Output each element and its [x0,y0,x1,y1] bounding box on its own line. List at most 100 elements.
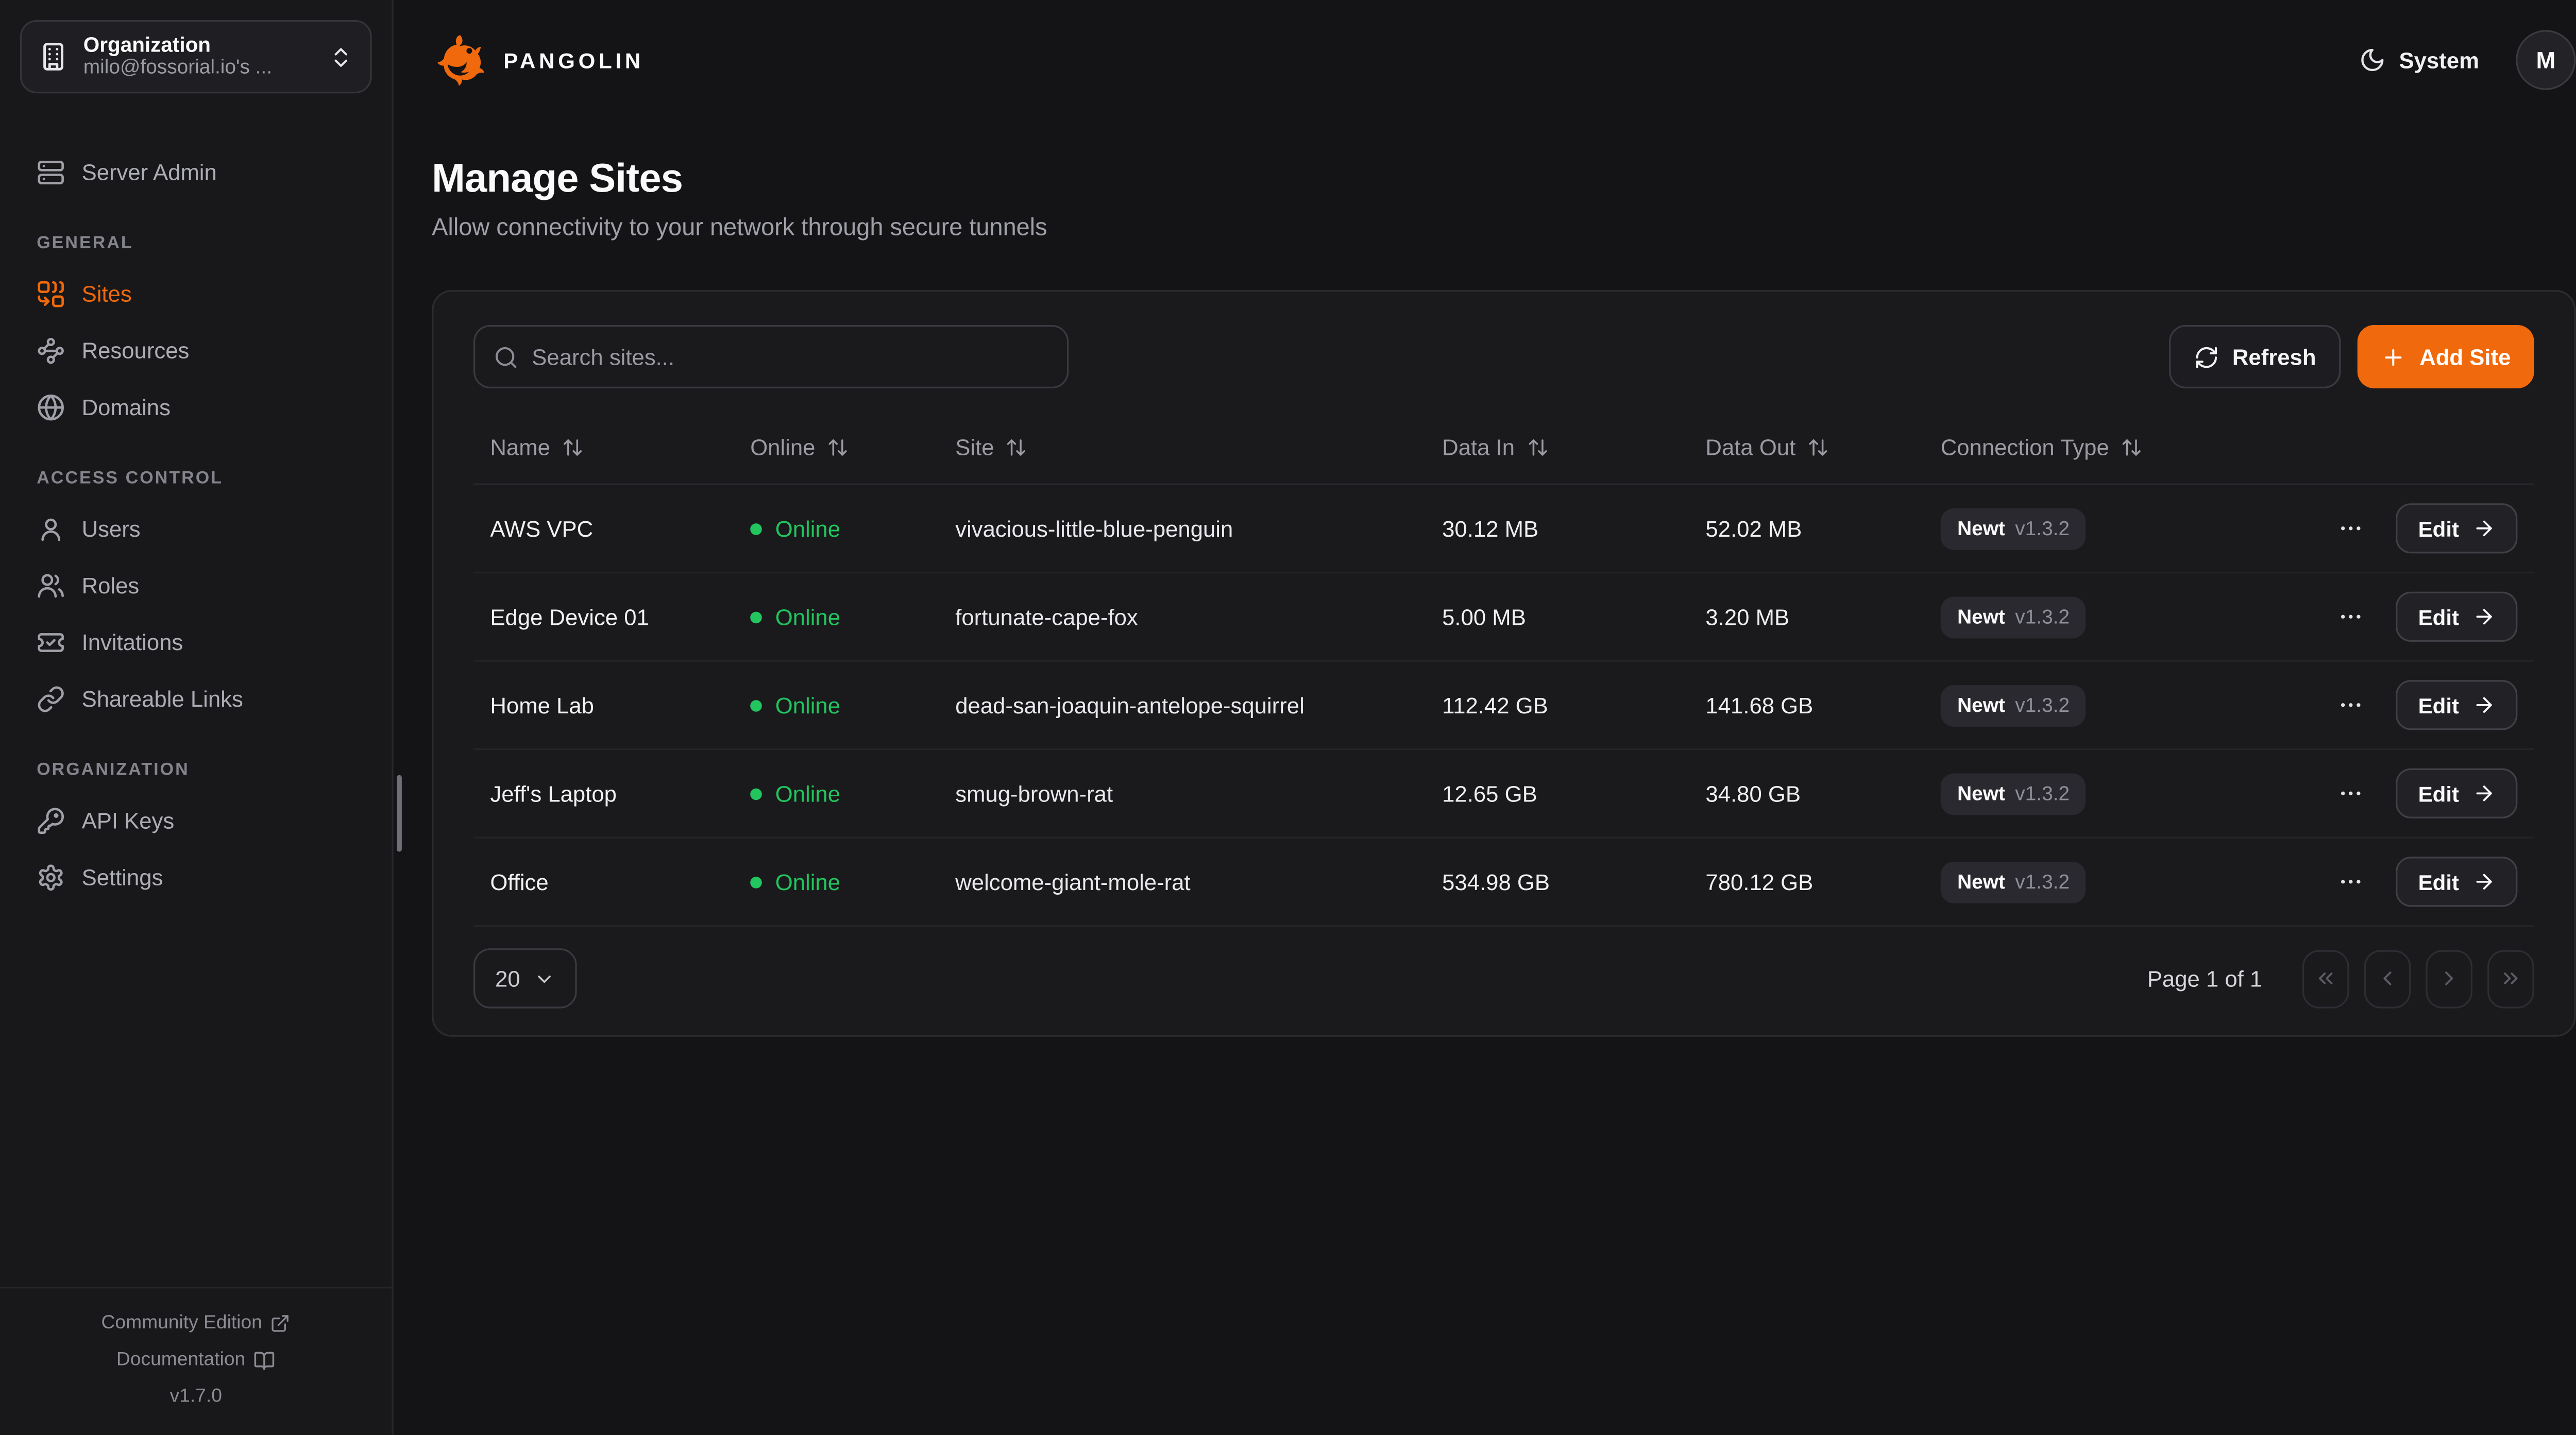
sidebar-item-domains[interactable]: Domains [20,379,372,435]
sort-icon [2121,437,2142,458]
add-site-label: Add Site [2419,344,2511,369]
documentation-link[interactable]: Documentation [13,1342,379,1378]
site-slug: fortunate-cape-fox [955,604,1138,629]
sidebar-item-label: Shareable Links [81,686,243,711]
column-header-data-in[interactable]: Data In [1442,435,1705,460]
column-header-online[interactable]: Online [750,435,955,460]
online-dot-icon [750,522,762,535]
arrow-right-icon [2472,693,2496,716]
page-size-select[interactable]: 20 [473,948,577,1009]
data-out: 52.02 MB [1705,516,1802,541]
sidebar: Organization milo@fossorial.io's ... Ser… [0,0,394,1435]
sidebar-nav: Server Admin GENERAL Sites Resources Dom [0,113,392,905]
sidebar-item-shareable-links[interactable]: Shareable Links [20,670,372,727]
status-badge: Online [750,516,955,541]
arrow-right-icon [2472,870,2496,893]
edit-button[interactable]: Edit [2396,503,2518,554]
search-icon [494,344,519,369]
refresh-button[interactable]: Refresh [2168,325,2342,388]
sort-icon [1527,437,1548,458]
first-page-button[interactable] [2302,949,2349,1008]
column-header-connection-type[interactable]: Connection Type [1941,435,2264,460]
edit-button[interactable]: Edit [2396,680,2518,730]
column-header-name[interactable]: Name [490,435,750,460]
community-edition-link[interactable]: Community Edition [13,1305,379,1342]
combine-icon [37,279,65,308]
row-menu-button[interactable] [2335,600,2368,634]
previous-page-button[interactable] [2364,949,2411,1008]
next-page-button[interactable] [2426,949,2472,1008]
add-site-button[interactable]: Add Site [2358,325,2534,388]
site-name: AWS VPC [490,516,594,541]
status-badge: Online [750,604,955,629]
sort-icon [1006,437,1027,458]
sidebar-item-label: Roles [81,572,140,598]
online-dot-icon [750,610,762,623]
sites-card: Refresh Add Site Name Online [432,290,2576,1037]
table-row: Jeff's Laptop Online smug-brown-rat 12.6… [473,750,2534,839]
data-out: 780.12 GB [1705,869,1814,895]
sidebar-item-server-admin[interactable]: Server Admin [20,143,372,200]
sidebar-scrollbar-thumb[interactable] [397,775,402,852]
table-footer: 20 Page 1 of 1 [473,948,2534,1009]
globe-icon [37,392,65,421]
sidebar-item-settings[interactable]: Settings [20,848,372,905]
table-row: Office Online welcome-giant-mole-rat 534… [473,839,2534,927]
sidebar-item-resources[interactable]: Resources [20,322,372,379]
site-name: Office [490,869,549,895]
table-toolbar: Refresh Add Site [473,325,2534,388]
waypoints-icon [37,336,65,364]
sidebar-section-general: GENERAL [37,233,133,253]
table-row: Edge Device 01 Online fortunate-cape-fox… [473,573,2534,662]
pager: Page 1 of 1 [2147,949,2534,1008]
community-edition-label: Community Edition [101,1313,262,1334]
key-icon [37,806,65,834]
sidebar-footer: Community Edition Documentation v1.7.0 [0,1287,392,1435]
edit-button[interactable]: Edit [2396,857,2518,907]
site-name: Home Lab [490,692,594,718]
server-icon [37,158,65,186]
status-badge: Online [750,869,955,894]
main-area: PANGOLIN System M Manage Sites Allow con… [395,0,2576,1435]
sidebar-item-users[interactable]: Users [20,500,372,557]
brand[interactable]: PANGOLIN [432,31,644,88]
plus-icon [2381,344,2406,369]
sidebar-item-api-keys[interactable]: API Keys [20,792,372,848]
row-menu-button[interactable] [2335,511,2368,545]
avatar-initial: M [2536,46,2556,74]
sidebar-section-access-control: ACCESS CONTROL [37,468,224,489]
page-subtitle: Allow connectivity to your network throu… [432,215,1047,242]
edit-button[interactable]: Edit [2396,768,2518,818]
sidebar-item-sites[interactable]: Sites [20,265,372,322]
edit-button[interactable]: Edit [2396,591,2518,642]
site-name: Jeff's Laptop [490,781,617,806]
avatar[interactable]: M [2516,30,2576,90]
data-in: 30.12 MB [1442,516,1539,541]
data-in: 534.98 GB [1442,869,1550,895]
chevron-down-icon [534,967,555,989]
column-header-data-out[interactable]: Data Out [1705,435,1940,460]
sidebar-item-roles[interactable]: Roles [20,557,372,613]
user-icon [37,514,65,542]
arrow-right-icon [2472,517,2496,540]
documentation-label: Documentation [116,1350,246,1370]
sidebar-item-label: Settings [81,864,163,890]
users-icon [37,571,65,599]
table-row: Home Lab Online dead-san-joaquin-antelop… [473,662,2534,750]
sidebar-item-invitations[interactable]: Invitations [20,613,372,670]
row-menu-button[interactable] [2335,777,2368,810]
row-menu-button[interactable] [2335,688,2368,722]
last-page-button[interactable] [2487,949,2534,1008]
arrow-right-icon [2472,605,2496,628]
column-header-site[interactable]: Site [955,435,1442,460]
search-input[interactable] [532,344,1049,369]
sort-icon [562,437,584,458]
row-menu-button[interactable] [2335,865,2368,898]
refresh-icon [2194,344,2219,369]
connection-type-badge: Newt v1.3.2 [1940,507,2087,550]
table-row: AWS VPC Online vivacious-little-blue-pen… [473,485,2534,574]
theme-toggle[interactable]: System [2359,47,2479,74]
search-box [473,325,1069,388]
org-selector[interactable]: Organization milo@fossorial.io's ... [20,20,372,94]
sidebar-section-organization: ORGANIZATION [37,760,190,780]
